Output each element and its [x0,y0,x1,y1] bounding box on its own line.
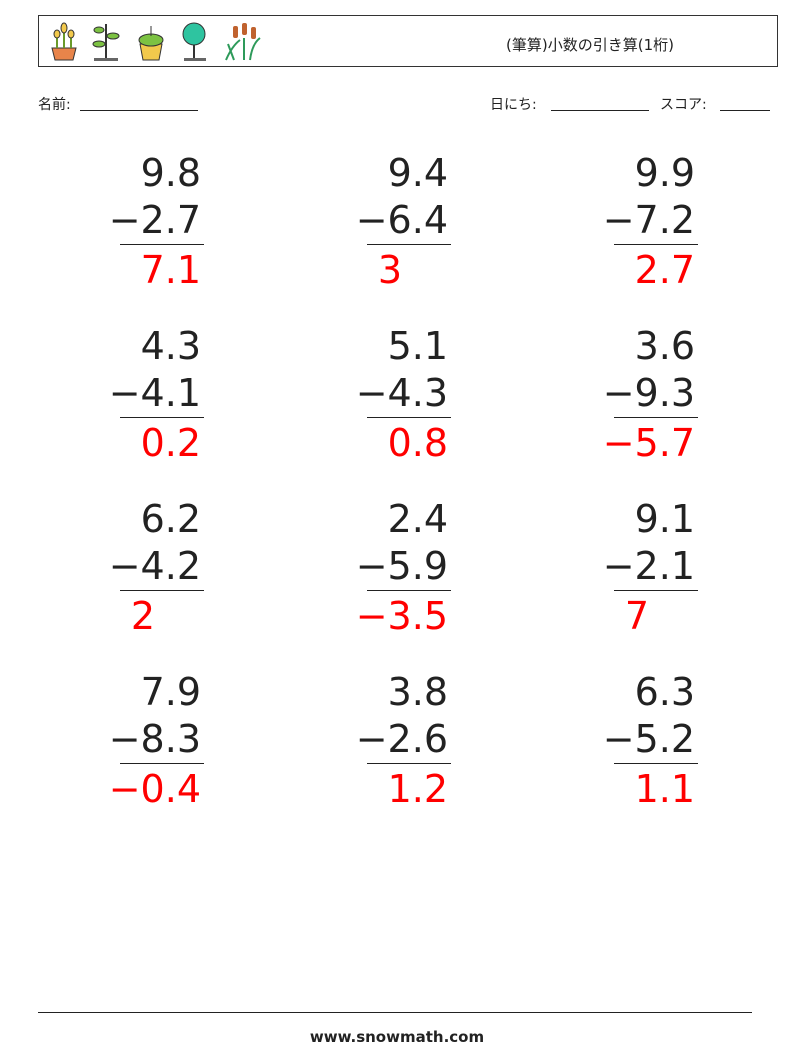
answer: 1.2 [387,767,448,811]
answer-rule [367,417,451,418]
answer: 0.2 [140,421,201,465]
minuend: 9.8 [140,151,201,195]
name-label: 名前: [38,97,71,113]
answer: 0.8 [387,421,448,465]
icon-sprout [92,24,120,61]
subtrahend: −4.3 [355,371,448,415]
subtrahend: −7.2 [602,198,695,242]
answer-rule [120,417,204,418]
icon-potted [138,26,164,61]
answer: 2 [130,594,155,638]
answer-rule [614,590,698,591]
name-blank [80,94,198,111]
subtrahend: −4.1 [108,371,201,415]
subtrahend: −5.9 [355,544,448,588]
minuend: 9.4 [387,151,448,195]
date-label: 日にち: [490,97,537,113]
minuend: 6.2 [140,497,201,541]
subtrahend: −2.1 [602,544,695,588]
answer-rule [120,244,204,245]
subtrahend: −8.3 [108,717,201,761]
answer: −5.7 [602,421,695,465]
subtrahend: −5.2 [602,717,695,761]
minuend: 2.4 [387,497,448,541]
answer: 2.7 [634,248,695,292]
subtrahend: −4.2 [108,544,201,588]
minuend: 3.8 [387,670,448,714]
answer: 3 [377,248,402,292]
minuend: 5.1 [387,324,448,368]
score-blank [720,94,770,111]
answer: −3.5 [355,594,448,638]
answer: 7.1 [140,248,201,292]
title: (筆算)小数の引き算(1桁) [506,36,674,54]
answer: 1.1 [634,767,695,811]
minuend: 6.3 [634,670,695,714]
footer-site: www.snowmath.com [309,1028,485,1046]
answer-rule [367,590,451,591]
answer-rule [120,763,204,764]
icon-tree [182,22,206,61]
subtrahend: −6.4 [355,198,448,242]
answer-rule [367,763,451,764]
plant-icons [51,22,261,61]
footer-rule [38,1012,752,1013]
subtrahend: −2.7 [108,198,201,242]
header-box [38,15,778,67]
minuend: 3.6 [634,324,695,368]
answer-rule [614,417,698,418]
answer: 7 [624,594,649,638]
minuend: 9.9 [634,151,695,195]
icon-reeds [225,23,261,61]
score-label: スコア: [660,97,707,113]
icon-pot [51,22,77,61]
minuend: 9.1 [634,497,695,541]
answer: −0.4 [108,767,201,811]
subtrahend: −9.3 [602,371,695,415]
answer-rule [614,244,698,245]
subtrahend: −2.6 [355,717,448,761]
answer-rule [614,763,698,764]
minuend: 7.9 [140,670,201,714]
date-blank [551,94,649,111]
answer-rule [120,590,204,591]
answer-rule [367,244,451,245]
minuend: 4.3 [140,324,201,368]
